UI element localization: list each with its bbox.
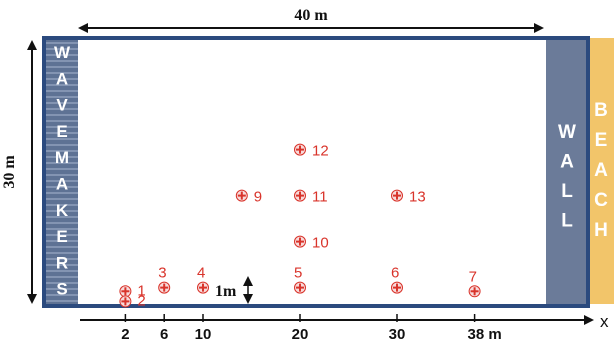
gauge-label: 12 xyxy=(312,143,329,160)
wall-letter: W xyxy=(558,122,576,143)
gauge-1: 1 xyxy=(119,282,146,299)
wavemaker-letter: M xyxy=(55,148,69,167)
gauge-2: 2 xyxy=(119,292,146,309)
wall-letter: L xyxy=(561,181,573,202)
gauge-label: 5 xyxy=(294,265,302,282)
wavemaker-letter: E xyxy=(56,227,67,246)
x-axis-label: x xyxy=(600,312,609,331)
wavemaker-letter: S xyxy=(56,280,67,299)
beach-letter: A xyxy=(594,160,608,181)
gauge-label: 1 xyxy=(137,282,145,299)
x-axis-ticks: 2 6 10 20 30 38 m xyxy=(121,314,502,343)
wavemaker-letter: K xyxy=(56,201,69,220)
gauge-10: 10 xyxy=(294,235,329,252)
gauge-label: 10 xyxy=(312,235,329,252)
wavemaker-letter: R xyxy=(56,253,68,272)
tank-interior xyxy=(44,38,588,306)
beach-letter: B xyxy=(594,100,608,121)
gauge-7: 7 xyxy=(468,268,481,298)
gauge-4: 4 xyxy=(197,265,209,294)
beach-letter: E xyxy=(595,130,608,151)
wall-letter: A xyxy=(560,152,574,173)
x-tick-label: 6 xyxy=(160,326,168,343)
x-tick-label: 20 xyxy=(292,326,309,343)
wall-letter: L xyxy=(561,211,573,232)
beach-letter: C xyxy=(594,190,608,211)
wavemaker-letter: E xyxy=(56,122,67,141)
gauge-13: 13 xyxy=(391,189,426,206)
beach-letter: H xyxy=(594,220,608,241)
gauge-9: 9 xyxy=(235,189,262,206)
gauge-label: 4 xyxy=(197,265,205,282)
gap-label: 1m xyxy=(215,283,237,300)
gauge-12: 12 xyxy=(294,143,329,160)
side-dimension-label: 30 m xyxy=(1,155,18,189)
gauge-11: 11 xyxy=(294,189,328,206)
wavemaker-letter: A xyxy=(56,175,68,194)
gauge-label: 7 xyxy=(469,268,477,285)
wavemaker-letter: W xyxy=(54,43,71,62)
beach-strip xyxy=(588,38,614,304)
gauge-label: 13 xyxy=(409,189,426,206)
wavemaker-letter: A xyxy=(56,69,68,88)
wavemaker-strip xyxy=(46,40,78,304)
gauge-5: 5 xyxy=(294,265,306,294)
wavemaker-letter: V xyxy=(56,96,68,115)
top-dimension-label: 40 m xyxy=(294,7,328,24)
gauge-label: 9 xyxy=(254,189,262,206)
x-tick-label: 2 xyxy=(121,326,129,343)
x-tick-label: 10 xyxy=(195,326,212,343)
gauge-label: 3 xyxy=(158,265,166,282)
gauge-label: 6 xyxy=(391,265,399,282)
tank-frame xyxy=(42,36,590,308)
wall-strip xyxy=(546,40,588,304)
gauge-6: 6 xyxy=(391,265,403,294)
x-tick-label: 30 xyxy=(389,326,406,343)
x-tick-label: 38 m xyxy=(467,326,501,343)
gauge-label: 11 xyxy=(312,189,328,206)
gauge-3: 3 xyxy=(158,265,171,294)
gauge-label: 2 xyxy=(137,292,145,309)
